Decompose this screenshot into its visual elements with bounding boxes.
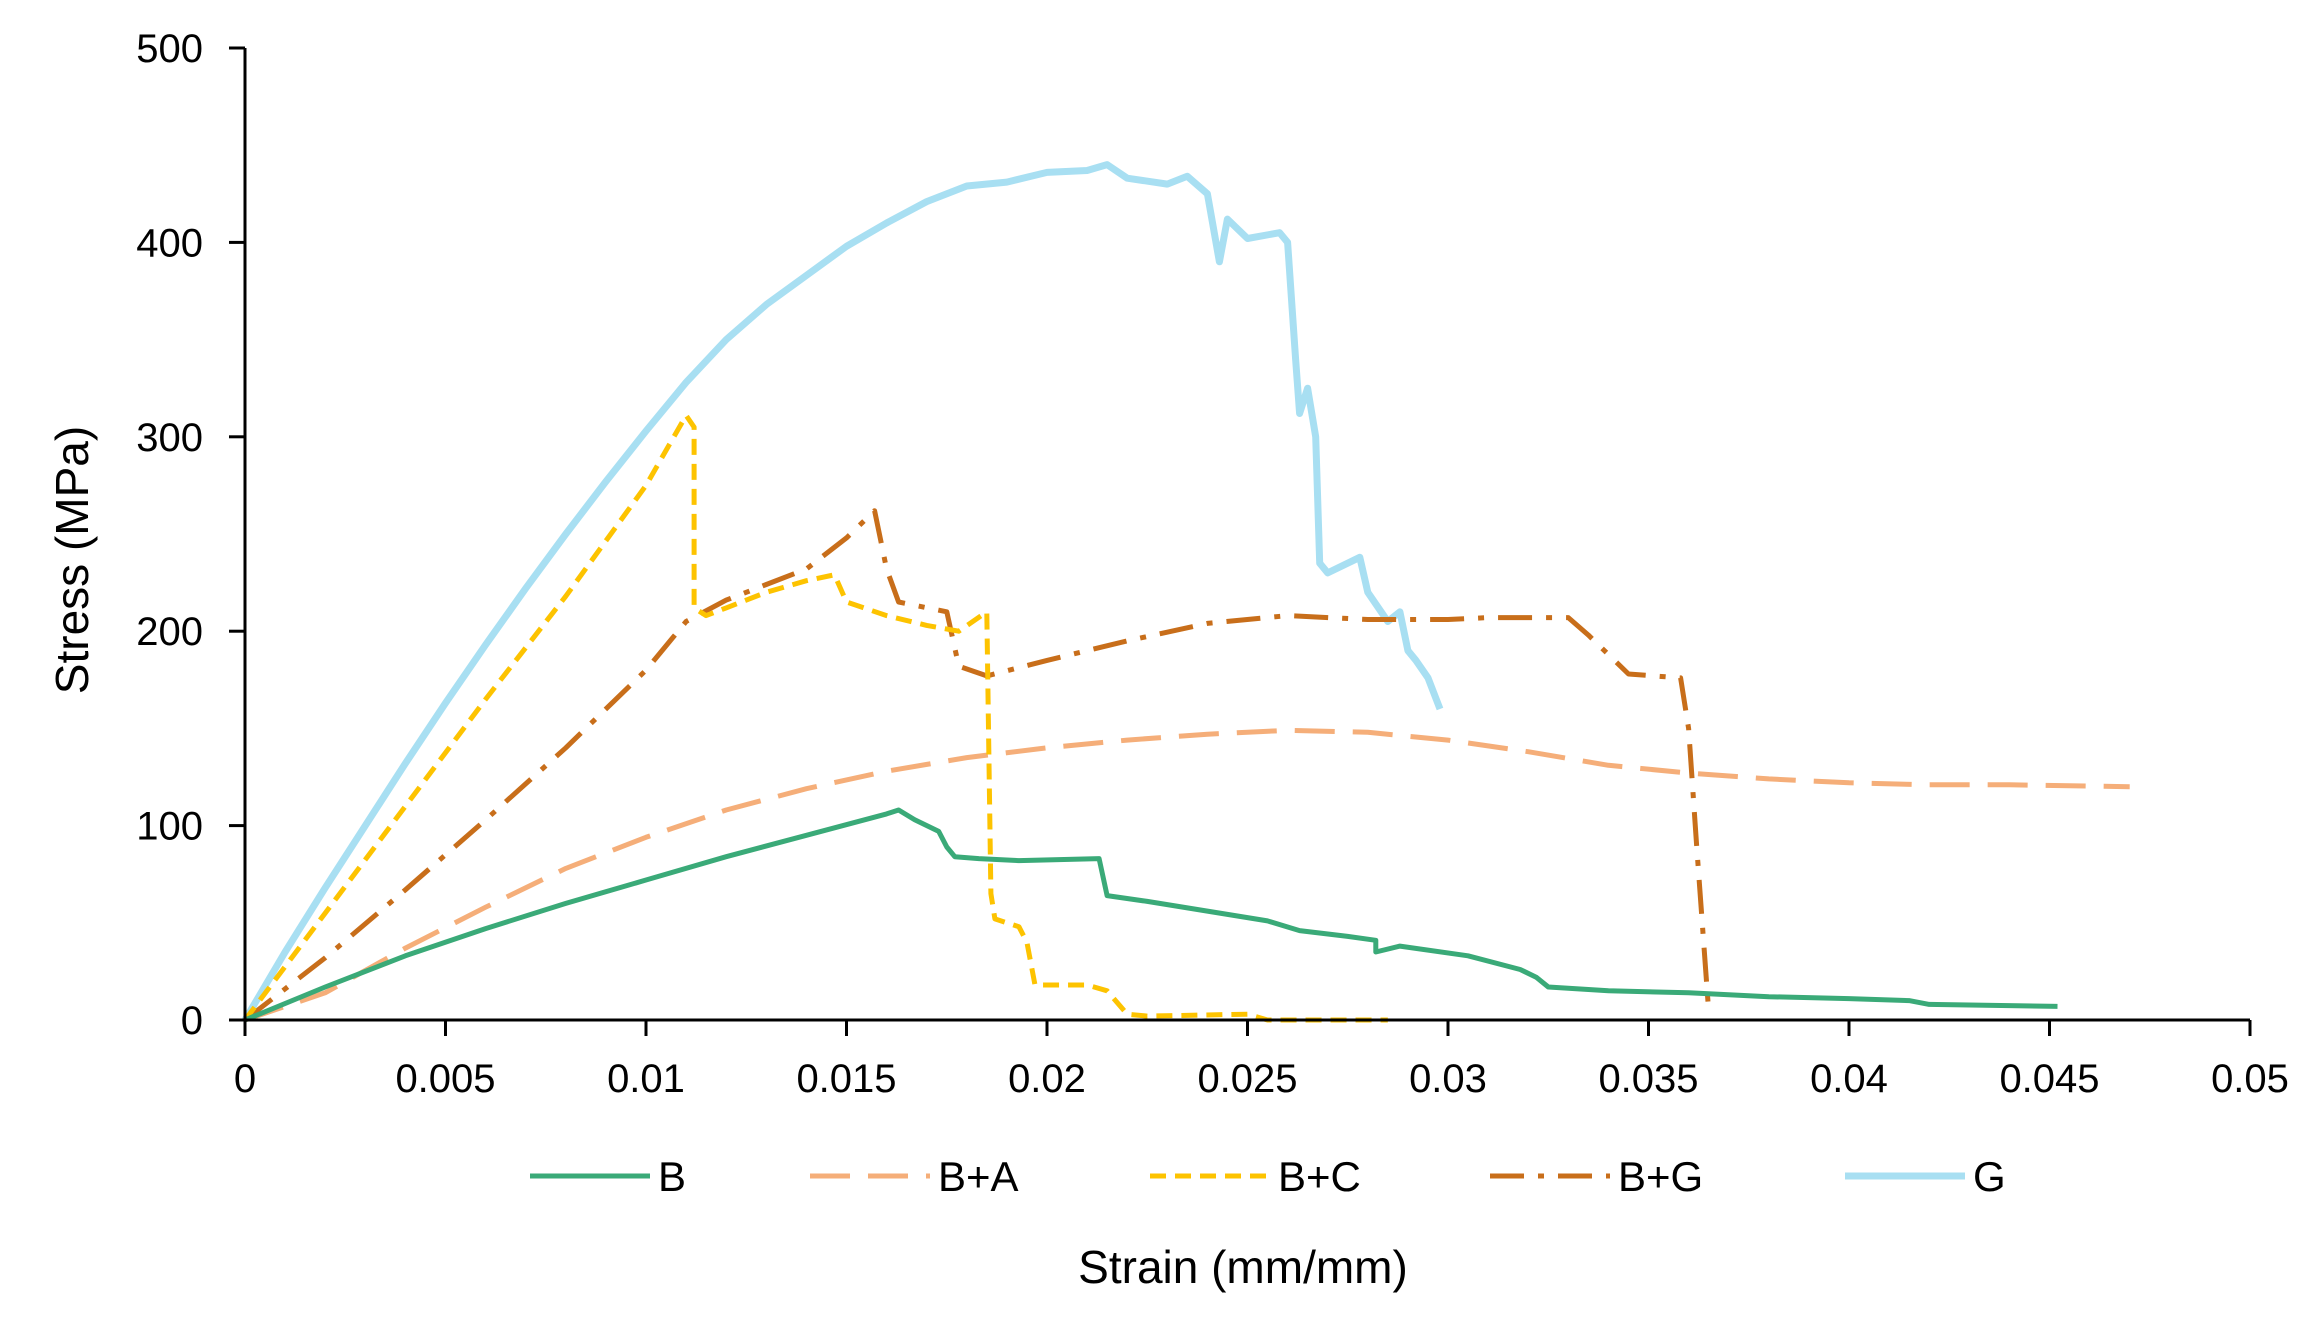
y-tick-label: 200 (136, 610, 203, 654)
axes-group: 0 0.005 0.01 0.015 0.02 0.025 0.03 0.035 0.04 0.0… (136, 27, 2289, 1101)
series-line-b (244, 807, 2058, 1023)
x-tick-label: 0.03 (1409, 1057, 1487, 1101)
x-tick-label: 0.05 (2211, 1057, 2289, 1101)
x-tick-label: 0.045 (1999, 1057, 2099, 1101)
legend-label-g: G (1973, 1153, 2006, 1200)
legend-label-b-plus-g: B+G (1618, 1153, 1703, 1200)
x-tick-label: 0.04 (1810, 1057, 1888, 1101)
x-tick-label: 0.005 (395, 1057, 495, 1101)
x-tick-label: 0.02 (1008, 1057, 1086, 1101)
legend-label-b-plus-a: B+A (938, 1153, 1019, 1200)
y-axis-title: Stress (MPa) (46, 426, 98, 694)
series-line-b-plus-g (243, 508, 1712, 1022)
x-tick-label: 0 (234, 1057, 256, 1101)
y-ticks: 0 100 200 300 400 500 (136, 27, 245, 1043)
y-tick-label: 500 (136, 27, 203, 71)
legend-label-b-plus-c: B+C (1278, 1153, 1361, 1200)
x-tick-label: 0.015 (796, 1057, 896, 1101)
series-line-b-plus-c (243, 412, 1388, 1023)
y-tick-label: 100 (136, 805, 203, 849)
y-tick-label: 400 (136, 221, 203, 265)
y-tick-label: 300 (136, 416, 203, 460)
series-line-b-plus-a (244, 727, 2130, 1023)
x-tick-label: 0.035 (1598, 1057, 1698, 1101)
plot-series-group (241, 161, 2130, 1023)
x-ticks: 0 0.005 0.01 0.015 0.02 0.025 0.03 0.035 0.04 0.0… (234, 1020, 2289, 1101)
y-tick-label: 0 (181, 999, 203, 1043)
legend: B B+A B+C B+G G (530, 1153, 2006, 1200)
series-line-g (241, 161, 1444, 1022)
x-tick-label: 0.025 (1197, 1057, 1297, 1101)
legend-label-b: B (658, 1153, 686, 1200)
x-tick-label: 0.01 (607, 1057, 685, 1101)
x-axis-title: Strain (mm/mm) (1078, 1241, 1408, 1293)
